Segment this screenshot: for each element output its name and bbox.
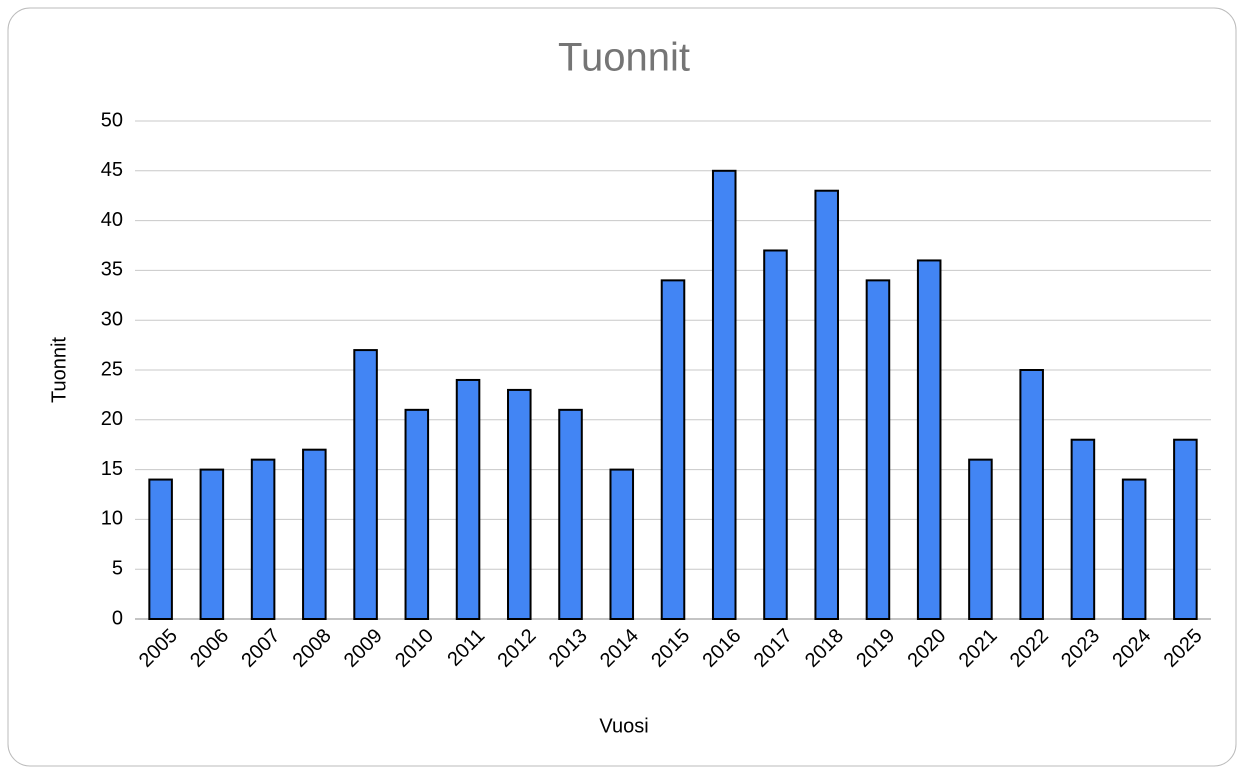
bar — [711, 169, 737, 621]
bar — [148, 478, 173, 620]
y-tick-label: 15 — [101, 458, 123, 480]
chart-title: Tuonnit — [558, 36, 690, 80]
x-axis-label: Vuosi — [599, 715, 648, 737]
bar — [250, 458, 276, 621]
bar — [507, 388, 532, 621]
bar — [609, 468, 635, 620]
bar — [763, 249, 788, 620]
bar — [302, 448, 327, 620]
bar — [1019, 369, 1044, 620]
bar — [865, 279, 891, 620]
y-tick-label: 40 — [101, 209, 123, 231]
bar — [916, 259, 942, 620]
bar — [353, 349, 378, 620]
y-tick-label: 30 — [101, 308, 123, 330]
y-tick-label: 0 — [112, 607, 123, 629]
bar — [1070, 438, 1096, 620]
y-tick-label: 25 — [101, 358, 123, 380]
bar — [558, 408, 583, 620]
bar — [455, 378, 481, 620]
y-tick-label: 35 — [101, 259, 123, 281]
bar — [660, 279, 686, 620]
bar — [199, 468, 225, 620]
y-tick-label: 10 — [101, 508, 123, 530]
y-tick-label: 5 — [112, 557, 123, 579]
y-axis-label: Tuonnit — [48, 337, 70, 403]
y-tick-label: 45 — [101, 159, 123, 181]
bar — [1121, 478, 1147, 620]
y-tick-label: 50 — [101, 109, 123, 131]
y-tick-label: 20 — [101, 408, 123, 430]
bar — [1173, 438, 1198, 620]
bar — [814, 189, 839, 620]
bar — [968, 458, 993, 621]
bar — [404, 408, 430, 620]
